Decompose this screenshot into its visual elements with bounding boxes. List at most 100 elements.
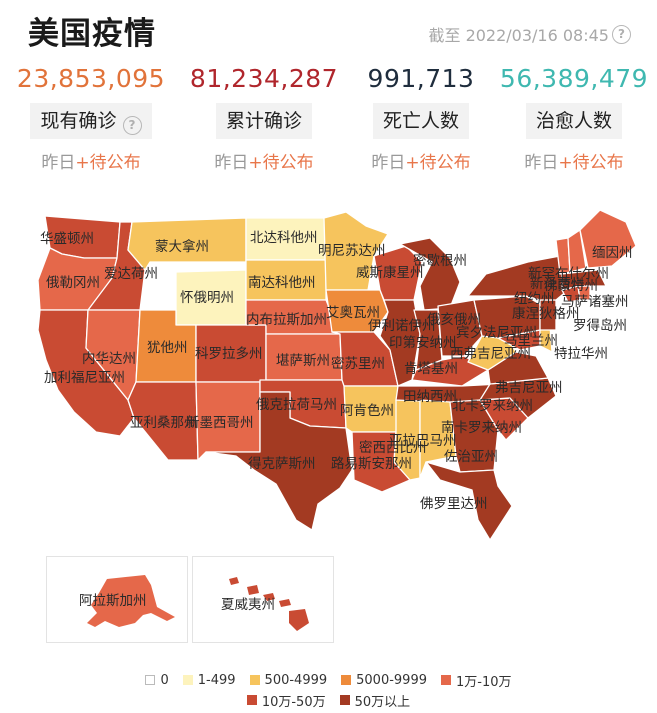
- legend-item: 500-4999: [249, 672, 328, 688]
- state-label: 阿肯色州: [340, 402, 394, 419]
- state-label: 南达科他州: [248, 275, 316, 291]
- stat-value: 81,234,287: [189, 64, 339, 93]
- stat-label: 累计确诊: [215, 103, 312, 139]
- state-label: 加利福尼亚州: [44, 370, 125, 386]
- legend-item: 0: [145, 672, 169, 688]
- state-label: 肯塔基州: [404, 360, 458, 377]
- help-icon[interactable]: ?: [122, 116, 142, 135]
- state-label: 特拉华州: [554, 346, 608, 362]
- legend-label: 1万-10万: [456, 674, 512, 690]
- state-label: 密西西比州: [359, 439, 427, 456]
- stat-delta: 昨日+待公布: [494, 148, 654, 173]
- legend-label: 1-499: [197, 672, 236, 688]
- state-label: 内华达州: [82, 351, 136, 367]
- legend: 0 1-499 500-4999 5000-9999 1万-10万 10万-50万 50万以…: [0, 670, 657, 710]
- stat-label-text: 现有确诊: [40, 110, 117, 132]
- state-region[interactable]: [437, 299, 483, 357]
- alaska-inset[interactable]: 阿拉斯加州: [46, 556, 188, 643]
- state-label: 密歇根州: [413, 252, 467, 269]
- legend-label: 0: [160, 672, 169, 688]
- page-title: 美国疫情: [28, 16, 156, 52]
- state-label: 路易斯安那州: [331, 456, 412, 472]
- legend-swatch: [249, 675, 260, 685]
- state-label: 马里兰州: [504, 333, 558, 349]
- stat-label-text: 累计确诊: [225, 110, 302, 132]
- state-label: 科罗拉多州: [195, 345, 263, 362]
- alaska-shape: 阿拉斯加州: [79, 575, 175, 627]
- legend-label: 5000-9999: [356, 672, 427, 688]
- state-label: 佛蒙特州: [544, 278, 598, 294]
- legend-label: 50万以上: [354, 694, 411, 710]
- hawaii-inset[interactable]: 夏威夷州: [192, 556, 334, 643]
- stat-delta-value: +待公布: [75, 153, 141, 173]
- legend-row: 10万-50万 50万以上: [0, 690, 657, 710]
- state-label: 阿拉斯加州: [79, 593, 147, 609]
- state-region[interactable]: [425, 461, 513, 541]
- legend-swatch: [339, 695, 350, 705]
- help-icon[interactable]: ?: [612, 24, 631, 44]
- legend-swatch: [246, 695, 257, 705]
- state-label: 伊利诺伊州: [368, 318, 436, 334]
- as-of-text: 截至 2022/03/16 08:45: [428, 26, 609, 45]
- state-label: 犹他州: [147, 340, 188, 356]
- legend-swatch: [182, 675, 193, 685]
- stat-label: 现有确诊?: [30, 103, 152, 139]
- state-label: 明尼苏达州: [318, 243, 386, 259]
- stat-label-text: 治愈人数: [535, 110, 612, 132]
- state-region[interactable]: [579, 209, 637, 269]
- state-label: 堪萨斯州: [276, 353, 330, 369]
- state-label: 马萨诸塞州: [561, 293, 629, 310]
- stat-delta: 昨日+待公布: [341, 148, 501, 173]
- legend-item: 50万以上: [339, 691, 411, 710]
- state-label: 夏威夷州: [221, 597, 275, 613]
- state-region[interactable]: [419, 399, 457, 479]
- state-label: 宾夕法尼亚州: [456, 325, 537, 341]
- legend-swatch: [145, 675, 156, 685]
- state-label: 弗吉尼亚州: [495, 380, 563, 396]
- stat-delta-prefix: 昨日: [371, 153, 406, 173]
- state-region[interactable]: [205, 391, 353, 531]
- legend-item: 1-499: [182, 672, 236, 688]
- state-label: 北卡罗来纳州: [452, 398, 533, 414]
- state-label: 爱达荷州: [104, 266, 158, 282]
- state-label: 田纳西州: [403, 389, 457, 405]
- state-label: 新墨西哥州: [186, 415, 254, 431]
- state-label: 俄亥俄州: [427, 312, 481, 328]
- state-label: 得克萨斯州: [248, 455, 316, 472]
- legend-item: 1万-10万: [441, 671, 512, 690]
- state-region[interactable]: [325, 289, 389, 333]
- state-region[interactable]: [229, 577, 309, 631]
- stat-label: 治愈人数: [525, 103, 622, 139]
- legend-swatch: [441, 675, 451, 685]
- stat-delta-value: +待公布: [248, 153, 314, 173]
- state-label: 新泽西州: [530, 276, 584, 292]
- state-label: 北达科他州: [250, 230, 318, 246]
- state-label: 西弗吉尼亚州: [450, 346, 531, 362]
- legend-swatch: [341, 675, 352, 685]
- stat-card: 81,234,287 累计确诊昨日+待公布: [184, 62, 344, 173]
- state-label: 纽约州: [514, 291, 555, 307]
- state-region[interactable]: [567, 229, 587, 273]
- state-region[interactable]: [561, 269, 607, 291]
- stat-value: 991,713: [367, 64, 475, 93]
- state-label: 康涅狄格州: [512, 305, 580, 322]
- state-label: 俄勒冈州: [46, 275, 100, 291]
- state-region[interactable]: [87, 575, 175, 627]
- state-label: 缅因州: [592, 245, 633, 261]
- state-label: 佛罗里达州: [420, 496, 488, 512]
- stat-card: 991,713 死亡人数 昨日+待公布: [341, 62, 501, 173]
- state-label: 俄克拉荷马州: [256, 397, 337, 413]
- state-label: 佐治亚州: [444, 449, 498, 465]
- stat-delta-prefix: 昨日: [214, 153, 249, 173]
- legend-label: 500-4999: [264, 672, 328, 688]
- stat-delta-value: +待公布: [558, 153, 624, 173]
- state-label: 蒙大拿州: [155, 238, 209, 255]
- legend-item: 5000-9999: [341, 673, 427, 688]
- stat-delta-value: +待公布: [405, 153, 471, 173]
- state-label: 新罕布什尔州: [528, 266, 609, 282]
- stat-delta: 昨日+待公布: [184, 148, 344, 173]
- stat-card: 23,853,095 现有确诊? 昨日+待公布: [11, 62, 171, 173]
- stat-card: 56,389,479 治愈人数 昨日+待公布: [494, 62, 654, 173]
- stats-summary: 23,853,095 现有确诊? 昨日+待公布 81,234,287 累计确诊 昨日+待公…: [0, 62, 657, 177]
- legend-label: 10万-50万: [261, 694, 326, 710]
